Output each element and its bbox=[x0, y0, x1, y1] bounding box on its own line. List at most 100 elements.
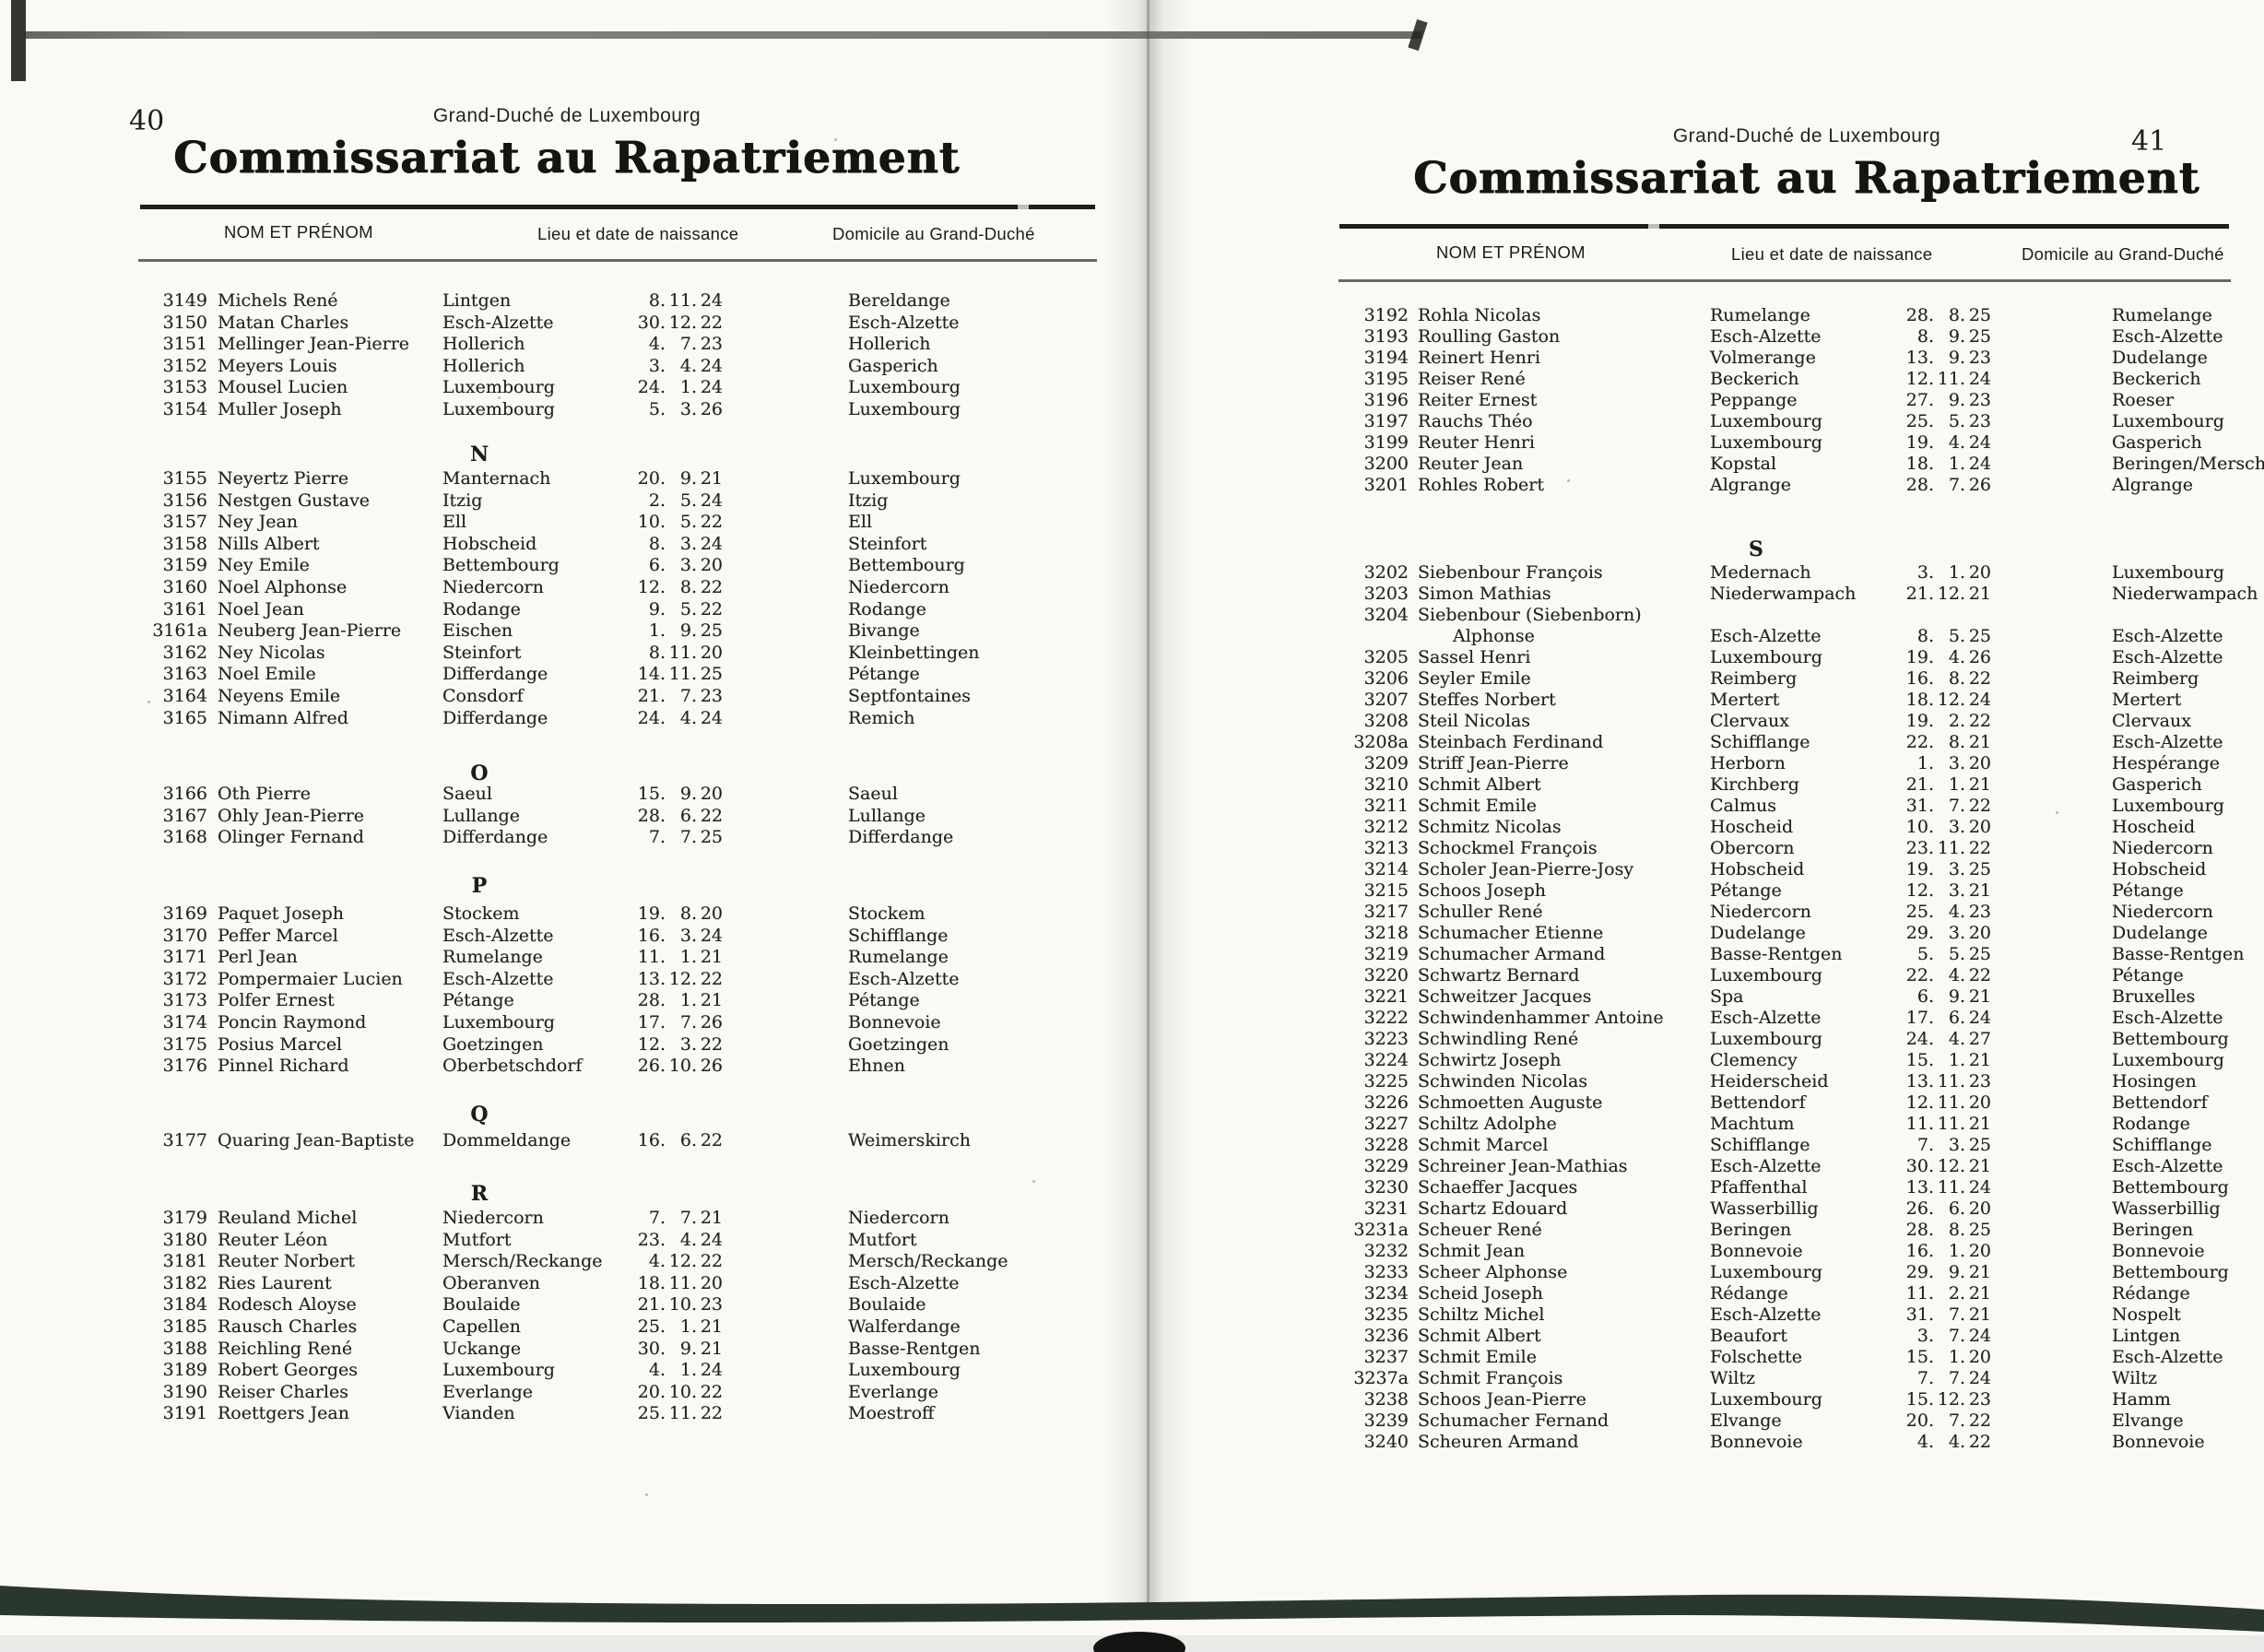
row-name: Pompermaier Lucien bbox=[218, 968, 403, 989]
row-number: 3169 bbox=[162, 903, 207, 924]
row-name: Ohly Jean-Pierre bbox=[218, 805, 365, 826]
row-name: Rohles Robert bbox=[1418, 475, 1544, 495]
dust-speck bbox=[1567, 479, 1570, 482]
column-header-domicile: Domicile au Grand-Duché bbox=[2022, 244, 2224, 264]
row-name: Siebenbour François bbox=[1418, 562, 1603, 583]
row-domicile: Mersch/Reckange bbox=[848, 1251, 1008, 1272]
row-birthplace: Luxembourg bbox=[1710, 432, 1822, 453]
row-name: Mellinger Jean-Pierre bbox=[218, 334, 410, 355]
row-number: 3200 bbox=[1363, 454, 1409, 474]
row-domicile: Esch-Alzette bbox=[2112, 626, 2223, 646]
row-name: Reuland Michel bbox=[218, 1208, 358, 1228]
row-name: Schmitz Nicolas bbox=[1418, 817, 1562, 837]
row-name: Nills Albert bbox=[218, 533, 320, 554]
row-number: 3166 bbox=[162, 784, 207, 804]
row-birthplace: Dudelange bbox=[1710, 923, 1806, 943]
dust-speck bbox=[2056, 811, 2058, 814]
row-birthdate: 15. 1. 21 bbox=[1905, 1050, 1991, 1070]
row-number: 3196 bbox=[1363, 390, 1409, 410]
row-domicile: Basse-Rentgen bbox=[848, 1338, 981, 1359]
row-birthdate: 14. 11. 25 bbox=[637, 664, 723, 685]
row-birthdate: 13. 9. 23 bbox=[1905, 348, 1991, 368]
row-domicile: Bruxelles bbox=[2112, 986, 2196, 1007]
row-birthdate: 20. 7. 22 bbox=[1905, 1410, 1991, 1431]
row-number: 3208a bbox=[1353, 732, 1409, 752]
row-name: Pinnel Richard bbox=[218, 1056, 349, 1077]
page-title: Commissariat au Rapatriement bbox=[173, 133, 961, 183]
row-name: Schwinden Nicolas bbox=[1418, 1071, 1588, 1092]
row-name: Schmit Emile bbox=[1418, 796, 1537, 816]
row-birthplace: Herborn bbox=[1710, 753, 1786, 773]
row-number: 3188 bbox=[162, 1338, 207, 1359]
row-name: Scheer Alphonse bbox=[1418, 1262, 1568, 1282]
page-number-right: 41 bbox=[2131, 125, 2167, 158]
row-birthdate: 15. 1. 20 bbox=[1905, 1347, 1991, 1367]
row-domicile: Mertert bbox=[2112, 690, 2182, 710]
row-number: 3157 bbox=[162, 512, 207, 533]
row-name: Ney Nicolas bbox=[218, 642, 325, 663]
row-name: Peffer Marcel bbox=[218, 925, 338, 946]
row-name: Scholer Jean-Pierre-Josy bbox=[1418, 859, 1634, 879]
row-birthplace: Schifflange bbox=[1710, 732, 1810, 752]
row-birthdate: 27. 9. 23 bbox=[1905, 390, 1991, 410]
column-header-birth: Lieu et date de naissance bbox=[1731, 244, 1933, 264]
row-birthdate: 4. 12. 22 bbox=[648, 1251, 723, 1272]
row-name: Poncin Raymond bbox=[218, 1012, 367, 1032]
section-letter-S: S bbox=[1749, 537, 1763, 561]
row-number: 3202 bbox=[1363, 562, 1409, 583]
row-name: Robert Georges bbox=[218, 1360, 359, 1381]
row-birthdate: 2. 5. 24 bbox=[648, 490, 723, 511]
row-birthplace: Peppange bbox=[1710, 390, 1798, 410]
row-number: 3205 bbox=[1363, 647, 1409, 667]
row-birthdate: 19. 4. 26 bbox=[1905, 647, 1991, 667]
row-birthplace: Eischen bbox=[442, 620, 513, 642]
row-domicile: Niedercorn bbox=[2112, 902, 2213, 922]
row-birthplace: Luxembourg bbox=[1710, 1262, 1822, 1282]
row-name: Neyertz Pierre bbox=[218, 468, 349, 489]
row-domicile: Bereldange bbox=[848, 290, 950, 311]
page-number-left: 40 bbox=[129, 105, 165, 137]
row-name: Schmit Jean bbox=[1418, 1241, 1526, 1261]
row-domicile: Gasperich bbox=[848, 355, 938, 376]
row-number: 3221 bbox=[1363, 986, 1409, 1007]
row-domicile: Weimerskirch bbox=[848, 1130, 971, 1150]
row-birthplace: Pétange bbox=[442, 990, 514, 1011]
row-number: 3180 bbox=[162, 1229, 207, 1250]
row-name: Noel Emile bbox=[218, 664, 316, 685]
row-domicile: Schifflange bbox=[2112, 1135, 2212, 1155]
row-birthdate: 8. 5. 25 bbox=[1916, 626, 1991, 646]
row-name: Matan Charles bbox=[218, 312, 349, 333]
row-number: 3154 bbox=[162, 399, 207, 419]
row-birthplace: Algrange bbox=[1710, 475, 1792, 495]
row-number: 3206 bbox=[1363, 668, 1409, 689]
row-domicile: Niedercorn bbox=[848, 577, 949, 597]
row-birthplace: Machtum bbox=[1710, 1114, 1795, 1134]
row-name: Roulling Gaston bbox=[1418, 326, 1561, 347]
row-domicile: Septfontaines bbox=[848, 686, 972, 706]
row-domicile: Boulaide bbox=[848, 1294, 926, 1316]
row-name: Scheuren Armand bbox=[1418, 1432, 1579, 1452]
row-number: 3185 bbox=[162, 1316, 207, 1337]
scan-artifact-top-line bbox=[24, 31, 1421, 39]
row-birthplace: Wasserbillig bbox=[1710, 1198, 1819, 1219]
row-birthplace: Differdange bbox=[442, 664, 548, 685]
row-number: 3161 bbox=[162, 598, 207, 620]
row-birthdate: 3. 4. 24 bbox=[648, 355, 723, 376]
row-birthdate: 12. 3. 21 bbox=[1905, 880, 1991, 901]
row-birthdate: 28. 8. 25 bbox=[1905, 305, 1991, 325]
row-domicile: Everlange bbox=[848, 1381, 938, 1402]
row-birthplace: Clemency bbox=[1710, 1050, 1798, 1070]
row-number: 3220 bbox=[1363, 965, 1409, 985]
row-name: Reuter Norbert bbox=[218, 1251, 356, 1272]
row-domicile: Rumelange bbox=[848, 947, 949, 968]
row-domicile: Rodange bbox=[848, 598, 926, 620]
row-domicile: Lintgen bbox=[2112, 1326, 2181, 1346]
row-birthplace: Lullange bbox=[442, 805, 520, 826]
row-birthplace: Folschette bbox=[1710, 1347, 1803, 1367]
row-birthdate: 20. 9. 21 bbox=[637, 468, 723, 489]
row-birthplace: Everlange bbox=[442, 1381, 533, 1402]
row-birthplace: Steinfort bbox=[442, 642, 522, 663]
row-name: Meyers Louis bbox=[218, 355, 337, 376]
row-number: 3229 bbox=[1363, 1156, 1409, 1176]
row-birthdate: 13. 12. 22 bbox=[637, 968, 723, 989]
